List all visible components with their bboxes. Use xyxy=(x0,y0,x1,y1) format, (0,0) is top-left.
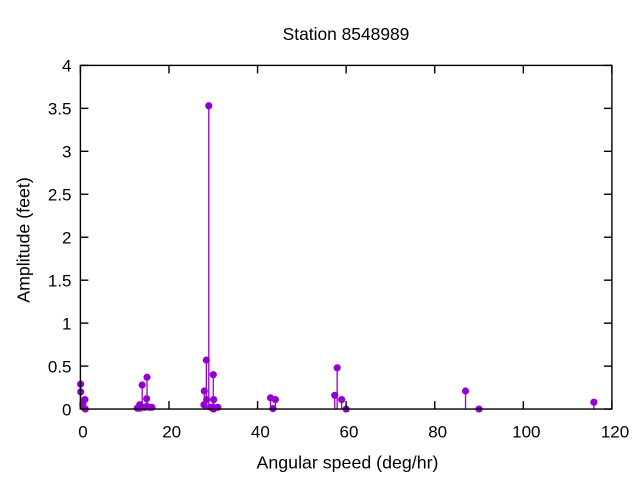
svg-text:0: 0 xyxy=(78,423,87,442)
svg-text:60: 60 xyxy=(340,423,359,442)
svg-text:4: 4 xyxy=(62,56,71,75)
svg-text:100: 100 xyxy=(512,423,540,442)
svg-text:80: 80 xyxy=(428,423,447,442)
svg-text:1: 1 xyxy=(62,314,71,333)
svg-text:40: 40 xyxy=(251,423,270,442)
svg-text:3.5: 3.5 xyxy=(48,99,72,118)
svg-text:20: 20 xyxy=(162,423,181,442)
svg-text:3: 3 xyxy=(62,142,71,161)
svg-text:Angular speed (deg/hr): Angular speed (deg/hr) xyxy=(257,453,439,473)
svg-text:1.5: 1.5 xyxy=(48,271,72,290)
svg-text:Station 8548989: Station 8548989 xyxy=(283,24,410,44)
svg-text:0: 0 xyxy=(62,400,71,419)
svg-text:2: 2 xyxy=(62,228,71,247)
svg-text:120: 120 xyxy=(601,423,629,442)
svg-text:2.5: 2.5 xyxy=(48,185,72,204)
svg-text:Amplitude (feet): Amplitude (feet) xyxy=(14,177,34,303)
svg-text:0.5: 0.5 xyxy=(48,357,72,376)
